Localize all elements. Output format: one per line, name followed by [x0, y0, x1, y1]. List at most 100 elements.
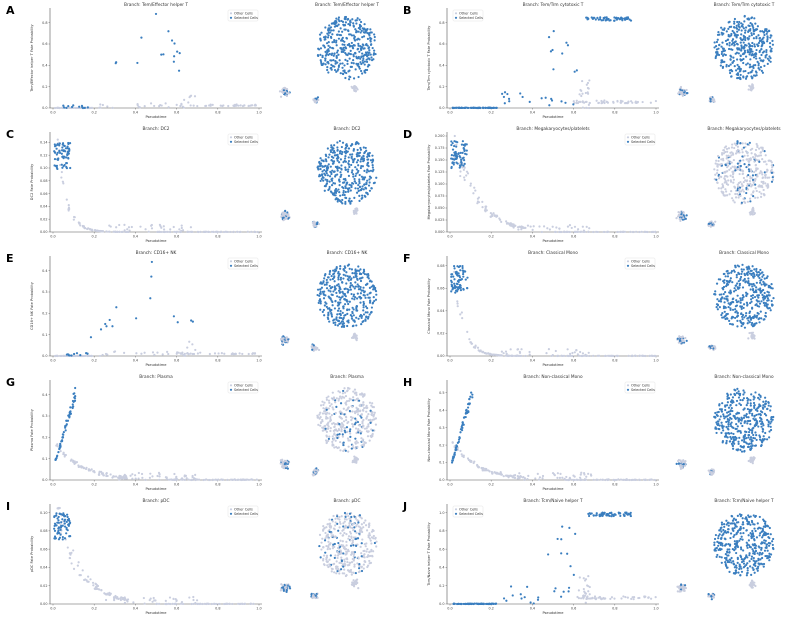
umap-point: [743, 49, 747, 52]
umap-point: [334, 189, 337, 192]
umap-point: [325, 278, 328, 282]
umap-point: [325, 166, 328, 170]
umap-point: [758, 172, 761, 175]
umap-point: [758, 273, 761, 277]
umap-point: [734, 169, 737, 172]
umap-point: [354, 166, 357, 169]
point-other: [237, 104, 240, 107]
umap-point: [717, 187, 720, 190]
umap-point: [352, 77, 356, 80]
umap-point: [367, 412, 370, 416]
umap-point: [318, 161, 321, 164]
umap-point: [733, 44, 736, 47]
point-other: [474, 345, 477, 348]
umap-point: [327, 71, 330, 74]
umap-point: [339, 267, 342, 270]
umap-point: [733, 287, 736, 290]
umap-point: [367, 165, 370, 168]
umap-point: [756, 167, 759, 170]
x-axis-label: Pseudotime: [145, 487, 167, 491]
y-axis-label: Tem/Effector helper T Fate Probability: [30, 23, 34, 92]
umap-point: [356, 445, 359, 449]
x-tick-label: 0.4: [530, 235, 535, 239]
point-other: [456, 302, 459, 305]
point-other: [158, 475, 161, 478]
umap-point: [344, 190, 347, 194]
point-other: [236, 478, 239, 481]
point-other: [108, 230, 111, 233]
umap-point: [342, 273, 345, 276]
umap-point: [731, 300, 734, 303]
point-other: [62, 182, 65, 185]
umap-point: [721, 191, 724, 194]
y-tick-label: 0.150: [435, 158, 445, 162]
point-other: [233, 478, 236, 481]
point-other: [204, 230, 207, 234]
umap-point: [748, 310, 752, 313]
umap-point: [357, 285, 360, 288]
umap-point: [347, 190, 350, 193]
umap-point: [286, 214, 289, 217]
point-other: [168, 478, 171, 481]
point-other: [67, 208, 70, 211]
y-tick-label: 0.1: [42, 333, 47, 337]
umap-point: [708, 345, 711, 348]
umap-point: [351, 410, 354, 413]
umap-point: [364, 51, 368, 54]
umap-point: [336, 141, 339, 144]
umap-point: [318, 33, 322, 36]
point-other: [176, 351, 179, 354]
umap-point: [342, 178, 345, 181]
point-selected: [544, 96, 547, 99]
point-other: [499, 354, 502, 357]
umap-point: [343, 314, 346, 317]
umap-point: [751, 331, 755, 334]
umap-point: [751, 208, 754, 211]
point-selected: [591, 17, 595, 21]
umap-point: [364, 31, 367, 34]
point-other: [164, 102, 167, 105]
umap-point: [364, 195, 367, 198]
umap-point: [352, 55, 355, 58]
umap-point: [335, 51, 339, 54]
point-selected: [456, 282, 459, 286]
point-other: [646, 230, 649, 234]
point-selected: [71, 406, 74, 410]
umap-point: [730, 269, 734, 273]
y-tick-label: 0.4: [42, 64, 47, 68]
point-selected: [561, 52, 564, 55]
umap-point: [762, 295, 766, 298]
point-other: [553, 230, 557, 234]
umap-point: [353, 196, 356, 199]
point-other: [587, 351, 590, 354]
umap-point: [326, 174, 330, 177]
umap-point: [327, 41, 330, 44]
point-selected: [65, 419, 68, 422]
umap-point: [769, 285, 772, 288]
umap-point: [771, 178, 775, 181]
umap-point: [334, 62, 337, 65]
y-tick-label: 0.000: [435, 230, 445, 234]
point-selected: [115, 61, 118, 64]
umap-point: [327, 313, 330, 316]
umap-point: [353, 84, 356, 88]
umap-point: [751, 265, 754, 268]
umap-point: [322, 36, 326, 39]
umap-point: [349, 202, 352, 205]
point-other: [73, 216, 76, 219]
umap-point: [757, 64, 760, 67]
point-other: [587, 87, 590, 90]
point-selected: [470, 106, 473, 109]
point-other: [194, 473, 197, 476]
y-tick-label: 0.06: [40, 192, 48, 196]
umap-point: [369, 169, 373, 172]
point-selected: [466, 287, 469, 290]
umap-point: [730, 190, 733, 193]
x-tick-label: 1.0: [256, 235, 261, 239]
y-axis-label: Tem/Trm cytotoxic T Fate Probability: [427, 25, 431, 92]
umap-point: [319, 308, 322, 311]
point-other: [571, 354, 574, 358]
umap-point: [282, 216, 285, 219]
umap-point: [735, 276, 738, 279]
umap-point: [357, 30, 360, 33]
